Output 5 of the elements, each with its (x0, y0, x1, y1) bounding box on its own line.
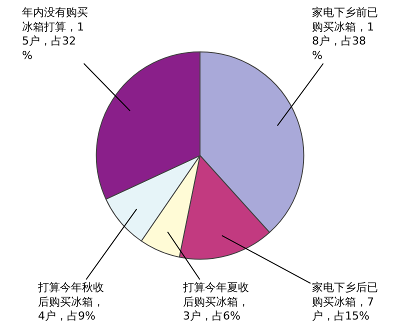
slice-label: 家电下乡前已购买冰箱，18户，占38% (312, 6, 378, 62)
slice-label: 打算今年秋收后购买冰箱，4户，占9% (37, 281, 104, 323)
slice-label: 打算今年夏收后购买冰箱，3户，占6% (182, 281, 249, 323)
slice-label: 年内没有购买冰箱打算，15户，占32% (22, 6, 88, 62)
slice-label: 家电下乡后已购买冰箱，7户，占15% (312, 281, 378, 323)
